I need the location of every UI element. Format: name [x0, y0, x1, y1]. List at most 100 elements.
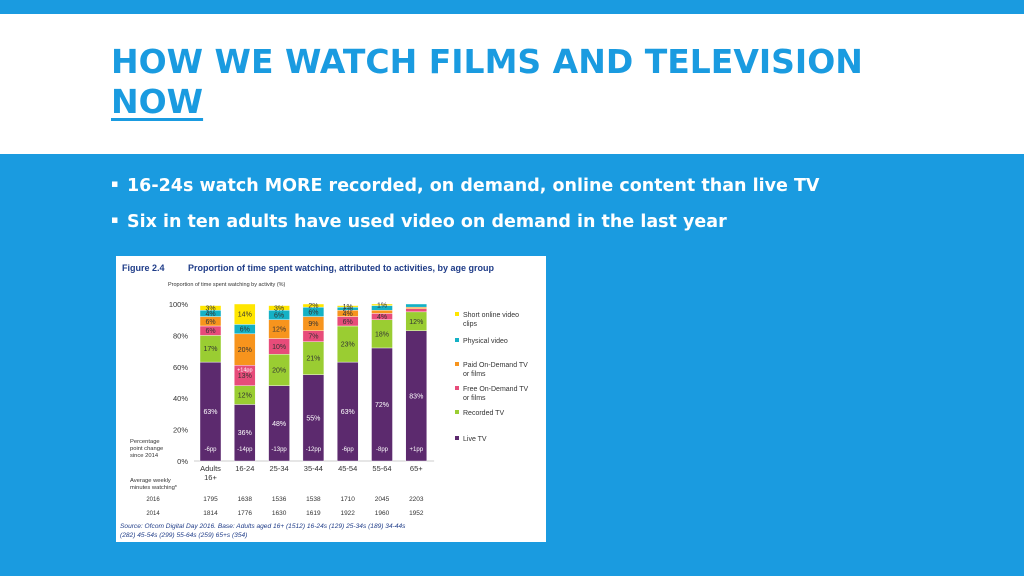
y-axis-label: Proportion of time spent watching by act…: [168, 282, 286, 288]
bar-data-label: 4%: [343, 311, 353, 318]
legend-item-label: Short online video: [463, 312, 519, 319]
bar-data-label: 72%: [375, 402, 389, 409]
chart-title: Proportion of time spent watching, attri…: [188, 263, 495, 273]
x-tick-label: 65+: [410, 464, 423, 473]
bar-data-label: 12%: [272, 327, 286, 334]
y-tick-label: 60%: [173, 363, 188, 372]
bar-data-label: 63%: [203, 409, 217, 416]
legend-item-label: Recorded TV: [463, 410, 504, 417]
bar-data-label: 48%: [272, 421, 286, 428]
bar-data-label: 55%: [306, 415, 320, 422]
bar-data-label: 12%: [238, 393, 252, 400]
chart-figure: Figure 2.4 Proportion of time spent watc…: [116, 256, 546, 542]
x-tick-label: Adults: [200, 464, 221, 473]
legend-item-label-line2: or films: [463, 371, 486, 378]
bar-data-label: 17%: [203, 346, 217, 353]
figure-label: Figure 2.4: [122, 263, 165, 273]
legend-item-label-line2: clips: [463, 321, 478, 328]
legend-swatch: [455, 436, 459, 440]
pp-change-label: -8pp: [376, 447, 389, 453]
bar-data-label: 1%: [377, 302, 387, 309]
bar-data-label: 20%: [272, 367, 286, 374]
legend-swatch: [455, 312, 459, 316]
bar-data-label: 6%: [343, 319, 353, 326]
slide-title-line2: NOW: [111, 82, 204, 121]
bar-data-label: 6%: [308, 309, 318, 316]
pp-change-label: -12pp: [306, 447, 322, 453]
slide-title-line1: HOW WE WATCH FILMS AND TELEVISION: [111, 42, 863, 81]
bar-data-label: 2%: [343, 306, 353, 313]
minutes-value: 1536: [272, 496, 287, 503]
minutes-value: 1776: [238, 510, 253, 517]
source-note-line2: (282) 45-54s (299) 55-64s (259) 65+s (35…: [120, 532, 247, 539]
bullet-text: 16-24s watch MORE recorded, on demand, o…: [127, 176, 820, 196]
minutes-value: 1922: [340, 510, 355, 517]
bar-segment: [405, 303, 427, 308]
bar-data-label: 3%: [274, 305, 284, 312]
y-tick-label: 20%: [173, 426, 188, 435]
y-tick-label: 0%: [177, 457, 188, 466]
bar-segment: [336, 305, 359, 308]
bar-data-label: 4%: [377, 314, 387, 321]
legend-swatch: [455, 362, 459, 366]
pp-change-label: -6pp: [204, 447, 217, 453]
minutes-value: 1538: [306, 496, 321, 503]
bullet-list: ▪ 16-24s watch MORE recorded, on demand, …: [111, 172, 991, 244]
x-tick-label: 25-34: [270, 464, 289, 473]
top-accent-bar: [0, 0, 1024, 14]
bullet-text: Six in ten adults have used video on dem…: [127, 212, 727, 232]
minutes-value: 1952: [409, 510, 424, 517]
minutes-value: 1638: [238, 496, 253, 503]
bar-data-label: 12%: [409, 319, 423, 326]
bullet-dot-icon: ▪: [111, 177, 119, 190]
bar-data-label: 6%: [205, 328, 215, 335]
bullet-dot-icon: ▪: [111, 213, 119, 226]
minutes-value: 2045: [375, 496, 390, 503]
bar-segment: [371, 310, 393, 314]
bar-data-label: 6%: [274, 312, 284, 319]
x-tick-label: 35-44: [304, 464, 323, 473]
pp-change-label: -6pp: [342, 447, 355, 453]
bar-data-label: 36%: [238, 430, 252, 437]
legend-swatch: [455, 410, 459, 414]
minutes-value: 2203: [409, 496, 424, 503]
legend-item-label: Physical video: [463, 338, 508, 345]
minutes-value: 1814: [203, 510, 218, 517]
legend-item-label: Paid On-Demand TV: [463, 362, 528, 369]
bar-data-label: 2%: [308, 303, 318, 310]
bar-data-label: 6%: [240, 327, 250, 334]
bar-data-label: 21%: [306, 356, 320, 363]
minutes-value: 1960: [375, 510, 390, 517]
minutes-value: 1619: [306, 510, 321, 517]
y-tick-label: 100%: [169, 300, 189, 309]
pp-change-label: +1pp: [410, 447, 424, 453]
bar-data-label: 14%: [238, 312, 252, 319]
bar-data-label: 7%: [308, 334, 318, 341]
minutes-caption: minutes watching*: [130, 485, 178, 491]
pp-change-caption: Percentage: [130, 439, 160, 445]
bar-data-label: 13%: [238, 373, 252, 380]
pp-change-label: -13pp: [271, 447, 287, 453]
bar-segment: [371, 303, 393, 306]
x-tick-label-line2: 16+: [204, 473, 217, 482]
bar-data-label: 18%: [375, 331, 389, 338]
minutes-value: 1795: [203, 496, 218, 503]
bar-data-label: 83%: [409, 393, 423, 400]
y-tick-label: 80%: [173, 331, 188, 340]
legend-swatch: [455, 338, 459, 342]
pp-change-label: -14pp: [237, 447, 253, 453]
bar-data-label: 9%: [308, 321, 318, 328]
bar-data-label: 6%: [205, 319, 215, 326]
legend-item-label-line2: or films: [463, 395, 486, 402]
bar-data-label: 10%: [272, 344, 286, 351]
bar-segment: [234, 303, 256, 325]
bar-segment: [302, 303, 325, 308]
source-note-line1: Source: Ofcom Digital Day 2016. Base: Ad…: [120, 523, 406, 530]
minutes-year-label: 2014: [146, 511, 160, 517]
bullet-item: ▪ 16-24s watch MORE recorded, on demand, …: [111, 172, 991, 208]
pp-change-caption: since 2014: [130, 453, 159, 459]
bar-data-label: 3%: [205, 305, 215, 312]
bar-data-label: 63%: [341, 409, 355, 416]
bar-segment: [268, 305, 290, 311]
minutes-year-label: 2016: [146, 497, 160, 503]
